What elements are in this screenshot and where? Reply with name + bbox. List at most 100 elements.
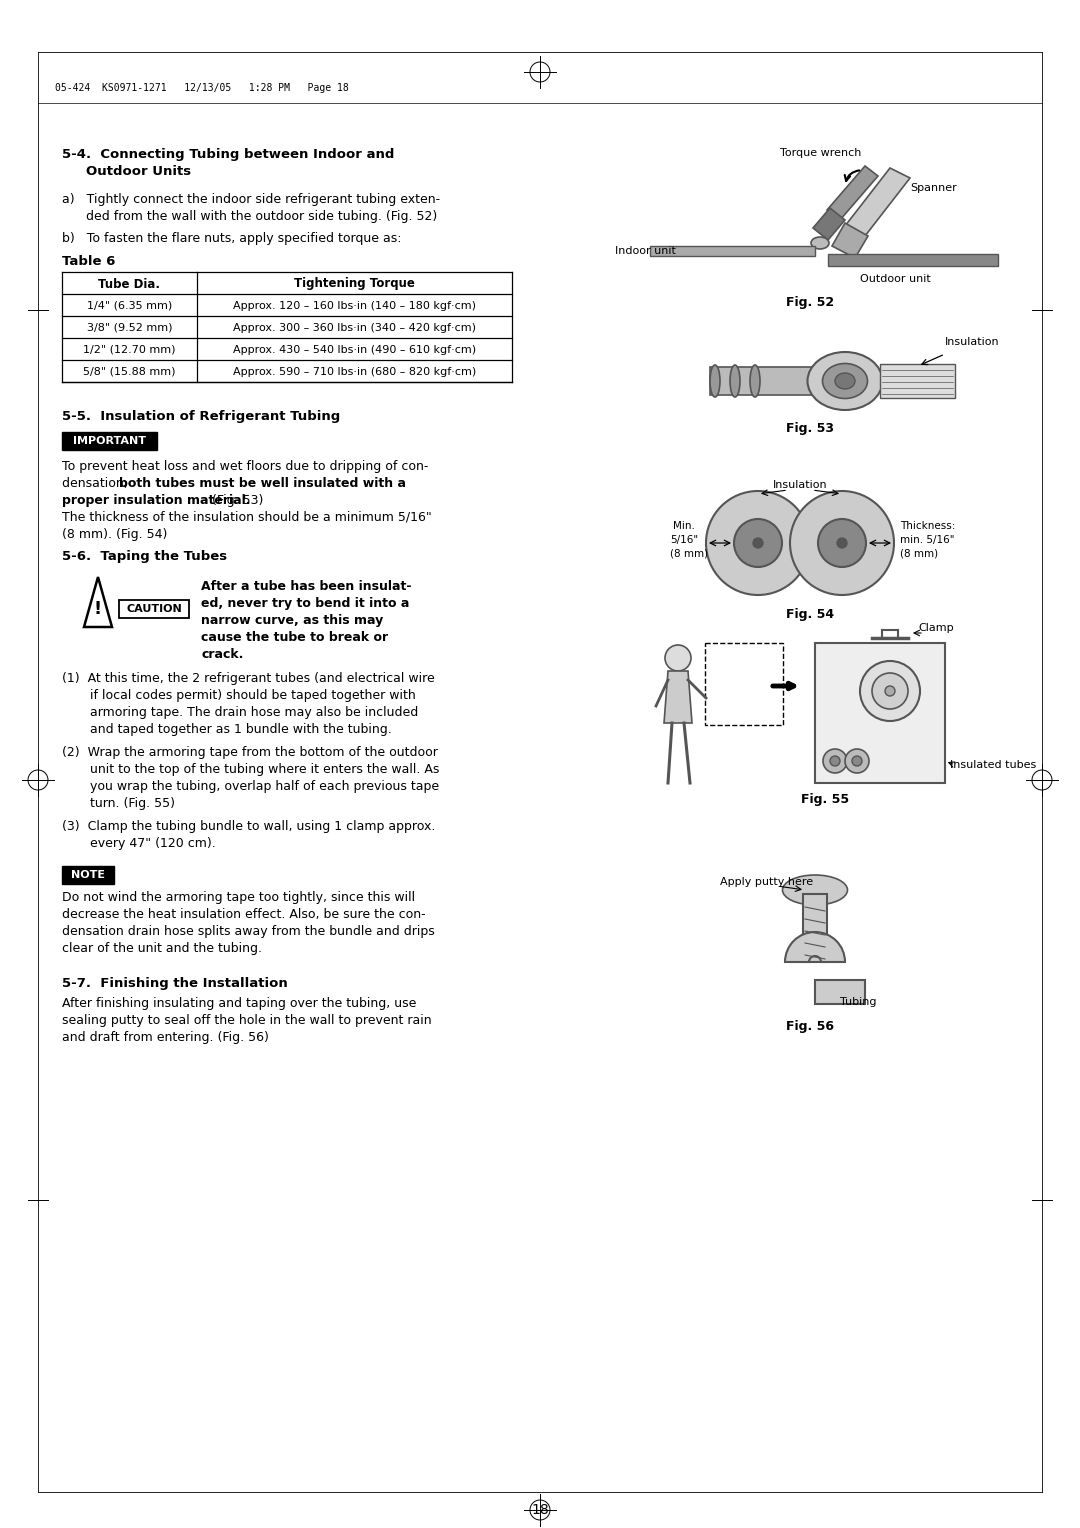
Text: a)   Tightly connect the indoor side refrigerant tubing exten-: a) Tightly connect the indoor side refri… bbox=[62, 193, 441, 206]
Circle shape bbox=[852, 756, 862, 766]
Text: densation,: densation, bbox=[62, 477, 132, 490]
Text: armoring tape. The drain hose may also be included: armoring tape. The drain hose may also b… bbox=[62, 706, 418, 720]
Polygon shape bbox=[813, 208, 845, 240]
Text: min. 5/16": min. 5/16" bbox=[900, 535, 955, 545]
Text: ed, never try to bend it into a: ed, never try to bend it into a bbox=[201, 597, 409, 610]
Ellipse shape bbox=[823, 364, 867, 399]
Text: 5-7.  Finishing the Installation: 5-7. Finishing the Installation bbox=[62, 976, 287, 990]
Text: 3/8" (9.52 mm): 3/8" (9.52 mm) bbox=[86, 322, 172, 333]
Text: Outdoor unit: Outdoor unit bbox=[860, 274, 931, 284]
Circle shape bbox=[872, 672, 908, 709]
Text: (3)  Clamp the tubing bundle to wall, using 1 clamp approx.: (3) Clamp the tubing bundle to wall, usi… bbox=[62, 821, 435, 833]
Ellipse shape bbox=[730, 365, 740, 397]
Text: Insulation: Insulation bbox=[945, 338, 1000, 347]
Text: (1)  At this time, the 2 refrigerant tubes (and electrical wire: (1) At this time, the 2 refrigerant tube… bbox=[62, 672, 435, 685]
Circle shape bbox=[789, 490, 894, 594]
Text: ded from the wall with the outdoor side tubing. (Fig. 52): ded from the wall with the outdoor side … bbox=[86, 209, 437, 223]
Text: 5/8" (15.88 mm): 5/8" (15.88 mm) bbox=[83, 367, 176, 377]
Text: Thickness:: Thickness: bbox=[900, 521, 956, 532]
Text: (2)  Wrap the armoring tape from the bottom of the outdoor: (2) Wrap the armoring tape from the bott… bbox=[62, 746, 437, 759]
Text: Do not wind the armoring tape too tightly, since this will: Do not wind the armoring tape too tightl… bbox=[62, 891, 415, 905]
FancyBboxPatch shape bbox=[650, 246, 815, 257]
Text: Fig. 52: Fig. 52 bbox=[786, 296, 834, 309]
Text: b)   To fasten the flare nuts, apply specified torque as:: b) To fasten the flare nuts, apply speci… bbox=[62, 232, 402, 244]
FancyBboxPatch shape bbox=[62, 866, 114, 885]
Text: NOTE: NOTE bbox=[71, 869, 105, 880]
Text: Table 6: Table 6 bbox=[62, 255, 116, 267]
Text: unit to the top of the tubing where it enters the wall. As: unit to the top of the tubing where it e… bbox=[62, 762, 440, 776]
Text: Insulation: Insulation bbox=[772, 480, 827, 490]
Text: densation drain hose splits away from the bundle and drips: densation drain hose splits away from th… bbox=[62, 924, 435, 938]
Text: 5/16": 5/16" bbox=[670, 535, 698, 545]
Polygon shape bbox=[845, 168, 910, 235]
Text: proper insulation material.: proper insulation material. bbox=[62, 494, 251, 507]
Circle shape bbox=[831, 756, 840, 766]
Text: (8 mm): (8 mm) bbox=[900, 549, 939, 559]
Text: narrow curve, as this may: narrow curve, as this may bbox=[201, 614, 383, 626]
Text: and taped together as 1 bundle with the tubing.: and taped together as 1 bundle with the … bbox=[62, 723, 392, 736]
Text: Insulated tubes: Insulated tubes bbox=[950, 759, 1036, 770]
Text: The thickness of the insulation should be a minimum 5/16": The thickness of the insulation should b… bbox=[62, 510, 432, 524]
Text: 5-6.  Taping the Tubes: 5-6. Taping the Tubes bbox=[62, 550, 227, 562]
Ellipse shape bbox=[710, 365, 720, 397]
Text: decrease the heat insulation effect. Also, be sure the con-: decrease the heat insulation effect. Als… bbox=[62, 908, 426, 921]
Ellipse shape bbox=[835, 373, 855, 390]
Text: Fig. 54: Fig. 54 bbox=[786, 608, 834, 620]
Text: (Fig. 53): (Fig. 53) bbox=[208, 494, 264, 507]
Text: (8 mm): (8 mm) bbox=[670, 549, 708, 559]
Text: Approx. 590 – 710 lbs·in (680 – 820 kgf·cm): Approx. 590 – 710 lbs·in (680 – 820 kgf·… bbox=[233, 367, 476, 377]
Text: crack.: crack. bbox=[201, 648, 243, 662]
Text: 1/4" (6.35 mm): 1/4" (6.35 mm) bbox=[86, 301, 172, 312]
Text: if local codes permit) should be taped together with: if local codes permit) should be taped t… bbox=[62, 689, 416, 701]
Text: 1/2" (12.70 mm): 1/2" (12.70 mm) bbox=[83, 345, 176, 354]
Circle shape bbox=[823, 749, 847, 773]
Polygon shape bbox=[664, 671, 692, 723]
Text: Tubing: Tubing bbox=[840, 996, 877, 1007]
Text: Fig. 56: Fig. 56 bbox=[786, 1021, 834, 1033]
Circle shape bbox=[818, 520, 866, 567]
Text: Fig. 53: Fig. 53 bbox=[786, 422, 834, 435]
Text: Approx. 300 – 360 lbs·in (340 – 420 kgf·cm): Approx. 300 – 360 lbs·in (340 – 420 kgf·… bbox=[233, 322, 476, 333]
Text: Approx. 120 – 160 lbs·in (140 – 180 kgf·cm): Approx. 120 – 160 lbs·in (140 – 180 kgf·… bbox=[233, 301, 476, 312]
Text: you wrap the tubing, overlap half of each previous tape: you wrap the tubing, overlap half of eac… bbox=[62, 779, 440, 793]
Text: turn. (Fig. 55): turn. (Fig. 55) bbox=[62, 798, 175, 810]
Circle shape bbox=[845, 749, 869, 773]
Text: Apply putty here: Apply putty here bbox=[720, 877, 813, 886]
Text: Spanner: Spanner bbox=[910, 183, 957, 193]
FancyBboxPatch shape bbox=[880, 364, 955, 397]
Text: (8 mm). (Fig. 54): (8 mm). (Fig. 54) bbox=[62, 529, 167, 541]
FancyBboxPatch shape bbox=[705, 643, 783, 724]
Circle shape bbox=[753, 538, 762, 549]
FancyBboxPatch shape bbox=[62, 432, 157, 451]
Text: cause the tube to break or: cause the tube to break or bbox=[201, 631, 388, 643]
Ellipse shape bbox=[750, 365, 760, 397]
Circle shape bbox=[885, 686, 895, 695]
Polygon shape bbox=[827, 167, 878, 220]
FancyBboxPatch shape bbox=[815, 979, 865, 1004]
FancyBboxPatch shape bbox=[828, 254, 998, 266]
Text: clear of the unit and the tubing.: clear of the unit and the tubing. bbox=[62, 941, 262, 955]
FancyBboxPatch shape bbox=[815, 643, 945, 782]
Circle shape bbox=[860, 662, 920, 721]
FancyBboxPatch shape bbox=[710, 367, 831, 396]
Text: Tube Dia.: Tube Dia. bbox=[98, 278, 161, 290]
Text: To prevent heat loss and wet floors due to dripping of con-: To prevent heat loss and wet floors due … bbox=[62, 460, 429, 474]
Text: Min.: Min. bbox=[673, 521, 694, 532]
Text: After finishing insulating and taping over the tubing, use: After finishing insulating and taping ov… bbox=[62, 996, 417, 1010]
Polygon shape bbox=[84, 578, 112, 626]
Polygon shape bbox=[832, 223, 868, 258]
Wedge shape bbox=[785, 932, 845, 963]
Text: 18: 18 bbox=[531, 1504, 549, 1517]
Text: sealing putty to seal off the hole in the wall to prevent rain: sealing putty to seal off the hole in th… bbox=[62, 1015, 432, 1027]
Text: CAUTION: CAUTION bbox=[126, 604, 181, 614]
Ellipse shape bbox=[811, 237, 829, 249]
Circle shape bbox=[706, 490, 810, 594]
Circle shape bbox=[837, 538, 847, 549]
Text: IMPORTANT: IMPORTANT bbox=[72, 435, 146, 446]
Text: every 47" (120 cm).: every 47" (120 cm). bbox=[62, 837, 216, 850]
Text: Indoor unit: Indoor unit bbox=[615, 246, 676, 257]
Circle shape bbox=[665, 645, 691, 671]
Text: Fig. 55: Fig. 55 bbox=[801, 793, 849, 805]
Text: 5-4.  Connecting Tubing between Indoor and: 5-4. Connecting Tubing between Indoor an… bbox=[62, 148, 394, 160]
Text: Outdoor Units: Outdoor Units bbox=[86, 165, 191, 177]
